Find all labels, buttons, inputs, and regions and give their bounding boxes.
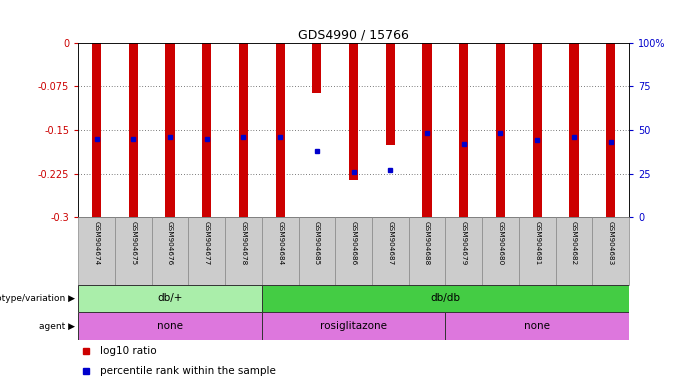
Bar — [409, 217, 445, 285]
Title: GDS4990 / 15766: GDS4990 / 15766 — [298, 28, 409, 41]
Bar — [188, 217, 225, 285]
Text: log10 ratio: log10 ratio — [100, 346, 157, 356]
Bar — [275, 43, 285, 217]
Bar — [129, 43, 138, 217]
Text: GSM904687: GSM904687 — [388, 221, 393, 265]
Bar — [496, 43, 505, 217]
Bar — [92, 43, 101, 217]
Bar — [569, 43, 579, 217]
Bar — [422, 43, 432, 217]
Text: agent ▶: agent ▶ — [39, 321, 75, 331]
Text: rosiglitazone: rosiglitazone — [320, 321, 387, 331]
Bar — [262, 312, 445, 340]
Text: db/+: db/+ — [157, 293, 183, 303]
Bar — [78, 285, 262, 312]
Bar — [262, 285, 629, 312]
Text: GSM904675: GSM904675 — [131, 221, 136, 265]
Bar — [459, 43, 469, 217]
Text: GSM904680: GSM904680 — [498, 221, 503, 265]
Bar — [115, 217, 152, 285]
Text: GSM904677: GSM904677 — [204, 221, 209, 265]
Text: GSM904683: GSM904683 — [608, 221, 613, 265]
Bar — [152, 217, 188, 285]
Text: GSM904679: GSM904679 — [461, 221, 466, 265]
Bar — [372, 217, 409, 285]
Text: GSM904684: GSM904684 — [277, 221, 283, 265]
Text: GSM904682: GSM904682 — [571, 221, 577, 265]
Bar — [606, 43, 615, 217]
Text: GSM904686: GSM904686 — [351, 221, 356, 265]
Bar — [519, 217, 556, 285]
Bar — [239, 43, 248, 217]
Bar — [445, 217, 482, 285]
Bar — [165, 43, 175, 217]
Bar — [312, 43, 322, 93]
Text: GSM904678: GSM904678 — [241, 221, 246, 265]
Bar — [482, 217, 519, 285]
Text: none: none — [157, 321, 183, 331]
Bar — [78, 312, 262, 340]
Text: GSM904676: GSM904676 — [167, 221, 173, 265]
Text: GSM904685: GSM904685 — [314, 221, 320, 265]
Text: genotype/variation ▶: genotype/variation ▶ — [0, 294, 75, 303]
Bar — [556, 217, 592, 285]
Bar — [386, 43, 395, 145]
Bar — [445, 312, 629, 340]
Text: percentile rank within the sample: percentile rank within the sample — [100, 366, 276, 376]
Bar — [225, 217, 262, 285]
Text: GSM904674: GSM904674 — [94, 221, 99, 265]
Bar — [592, 217, 629, 285]
Bar — [349, 43, 358, 180]
Bar — [335, 217, 372, 285]
Bar — [78, 217, 115, 285]
Bar — [299, 217, 335, 285]
Bar — [532, 43, 542, 217]
Text: none: none — [524, 321, 550, 331]
Text: GSM904681: GSM904681 — [534, 221, 540, 265]
Bar — [262, 217, 299, 285]
Text: db/db: db/db — [430, 293, 460, 303]
Text: GSM904688: GSM904688 — [424, 221, 430, 265]
Bar — [202, 43, 211, 217]
